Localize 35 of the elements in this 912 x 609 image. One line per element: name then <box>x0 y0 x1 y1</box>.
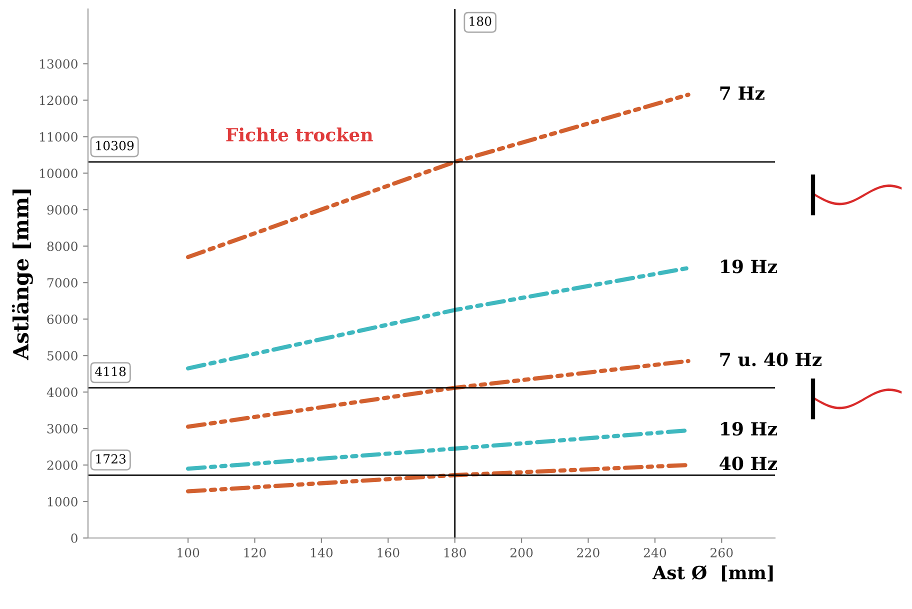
y-tick-label: 7000 <box>48 278 78 288</box>
x-tick-label: 240 <box>644 548 666 558</box>
y-tick-label: 1000 <box>48 496 78 506</box>
x-tick-label: 220 <box>577 548 600 558</box>
y-tick-label: 4000 <box>46 388 78 397</box>
x-tick-label: 160 <box>378 548 400 558</box>
series-label: 40 Hz <box>720 456 777 470</box>
ref-line-label: 180 <box>470 16 492 26</box>
y-tick-label: 5000 <box>48 351 78 361</box>
series-label: 19 Hz <box>721 260 777 274</box>
y-tick-label: 3000 <box>47 424 78 434</box>
x-tick-label: 180 <box>444 548 466 558</box>
y-tick-label: 13000 <box>40 59 78 69</box>
y-tick-label: 6000 <box>47 314 78 324</box>
series-label: 7 u. 40 Hz <box>720 352 822 366</box>
ref-line-label: 1723 <box>96 454 126 464</box>
y-axis-title: Astlänge [mm] <box>12 190 33 360</box>
x-axis-title: Ast Ø [mm] <box>652 565 773 582</box>
y-tick-label: 8000 <box>47 242 78 252</box>
series-label: 19 Hz <box>721 422 777 436</box>
series-label: 7 Hz <box>720 86 764 100</box>
x-tick-label: 200 <box>510 548 533 558</box>
x-tick-label: 140 <box>311 548 333 558</box>
ref-line-label: 10309 <box>96 140 134 150</box>
ref-line-label: 4118 <box>95 366 126 376</box>
x-tick-label: 120 <box>244 548 266 558</box>
y-tick-label: 10000 <box>40 168 78 178</box>
annotation: Fichte trocken <box>226 128 373 142</box>
y-tick-label: 0 <box>71 533 78 543</box>
x-tick-label: 100 <box>178 548 200 558</box>
x-tick-label: 260 <box>710 548 733 558</box>
y-tick-label: 9000 <box>47 205 78 215</box>
y-tick-label: 12000 <box>40 96 78 106</box>
y-tick-label: 11000 <box>40 132 78 142</box>
y-tick-label: 2000 <box>47 460 78 470</box>
